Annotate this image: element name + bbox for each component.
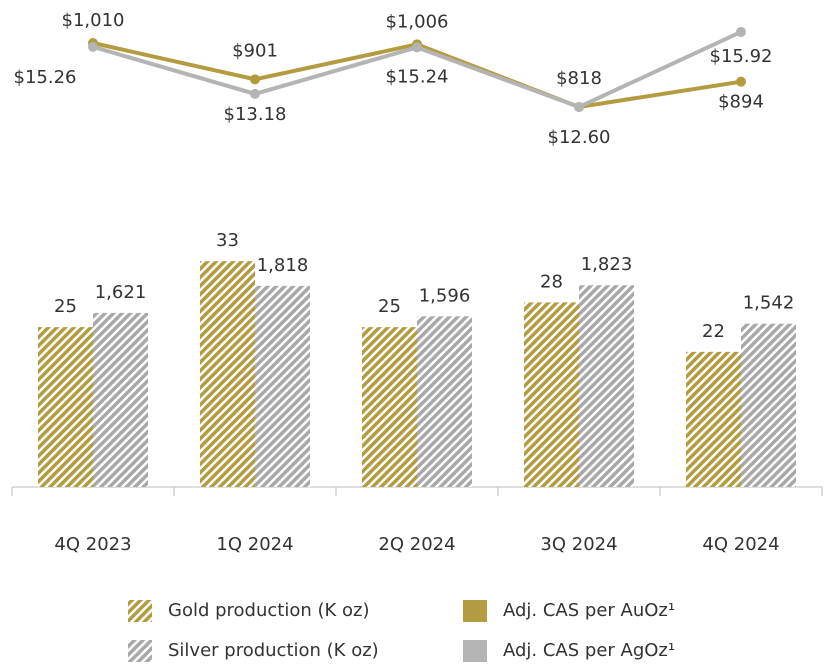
x-tick-label: 1Q 2024: [216, 534, 293, 555]
data-label: 22: [702, 321, 725, 342]
line-point: [412, 42, 422, 53]
line-point: [88, 41, 98, 52]
data-label: 33: [216, 230, 239, 251]
line-point: [736, 26, 746, 37]
data-label: $12.60: [548, 127, 611, 148]
data-label: 1,823: [581, 254, 633, 275]
data-label: $1,006: [386, 11, 449, 32]
data-label: $15.26: [14, 67, 77, 88]
bar: [524, 302, 579, 487]
data-label: 1,542: [743, 293, 795, 314]
line-point: [736, 76, 746, 87]
line-point: [250, 74, 260, 85]
legend-label: Adj. CAS per AgOz¹: [503, 640, 675, 661]
x-tick-label: 4Q 2024: [702, 534, 779, 555]
data-label: 1,621: [95, 282, 147, 303]
legend-label: Gold production (K oz): [168, 600, 370, 621]
data-label: $13.18: [224, 104, 287, 125]
data-label: 1,818: [257, 255, 309, 276]
legend-swatch: [463, 600, 487, 622]
line-point: [250, 88, 260, 99]
bar: [741, 323, 796, 487]
data-label: 1,596: [419, 285, 471, 306]
bar: [93, 312, 148, 487]
bar: [255, 285, 310, 487]
legend-swatch: [463, 640, 487, 662]
bar: [38, 327, 93, 487]
bar: [686, 351, 741, 487]
data-label: 25: [54, 296, 77, 317]
bar: [579, 285, 634, 487]
legend-label: Adj. CAS per AuOz¹: [503, 600, 675, 621]
bar: [200, 261, 255, 487]
data-label: $15.24: [386, 66, 449, 87]
line-point: [574, 101, 584, 112]
data-label: 25: [378, 296, 401, 317]
bar: [417, 316, 472, 487]
x-tick-label: 2Q 2024: [378, 534, 455, 555]
x-tick-label: 4Q 2023: [54, 534, 131, 555]
x-tick-label: 3Q 2024: [540, 534, 617, 555]
data-label: $894: [718, 92, 764, 113]
bar: [362, 327, 417, 487]
legend-label: Silver production (K oz): [168, 640, 379, 661]
data-label: $1,010: [62, 10, 125, 31]
data-label: $15.92: [710, 46, 773, 67]
data-label: $901: [232, 40, 278, 61]
legend-swatch: [128, 600, 152, 622]
data-label: $818: [556, 68, 602, 89]
legend-swatch: [128, 640, 152, 662]
data-label: 28: [540, 271, 563, 292]
